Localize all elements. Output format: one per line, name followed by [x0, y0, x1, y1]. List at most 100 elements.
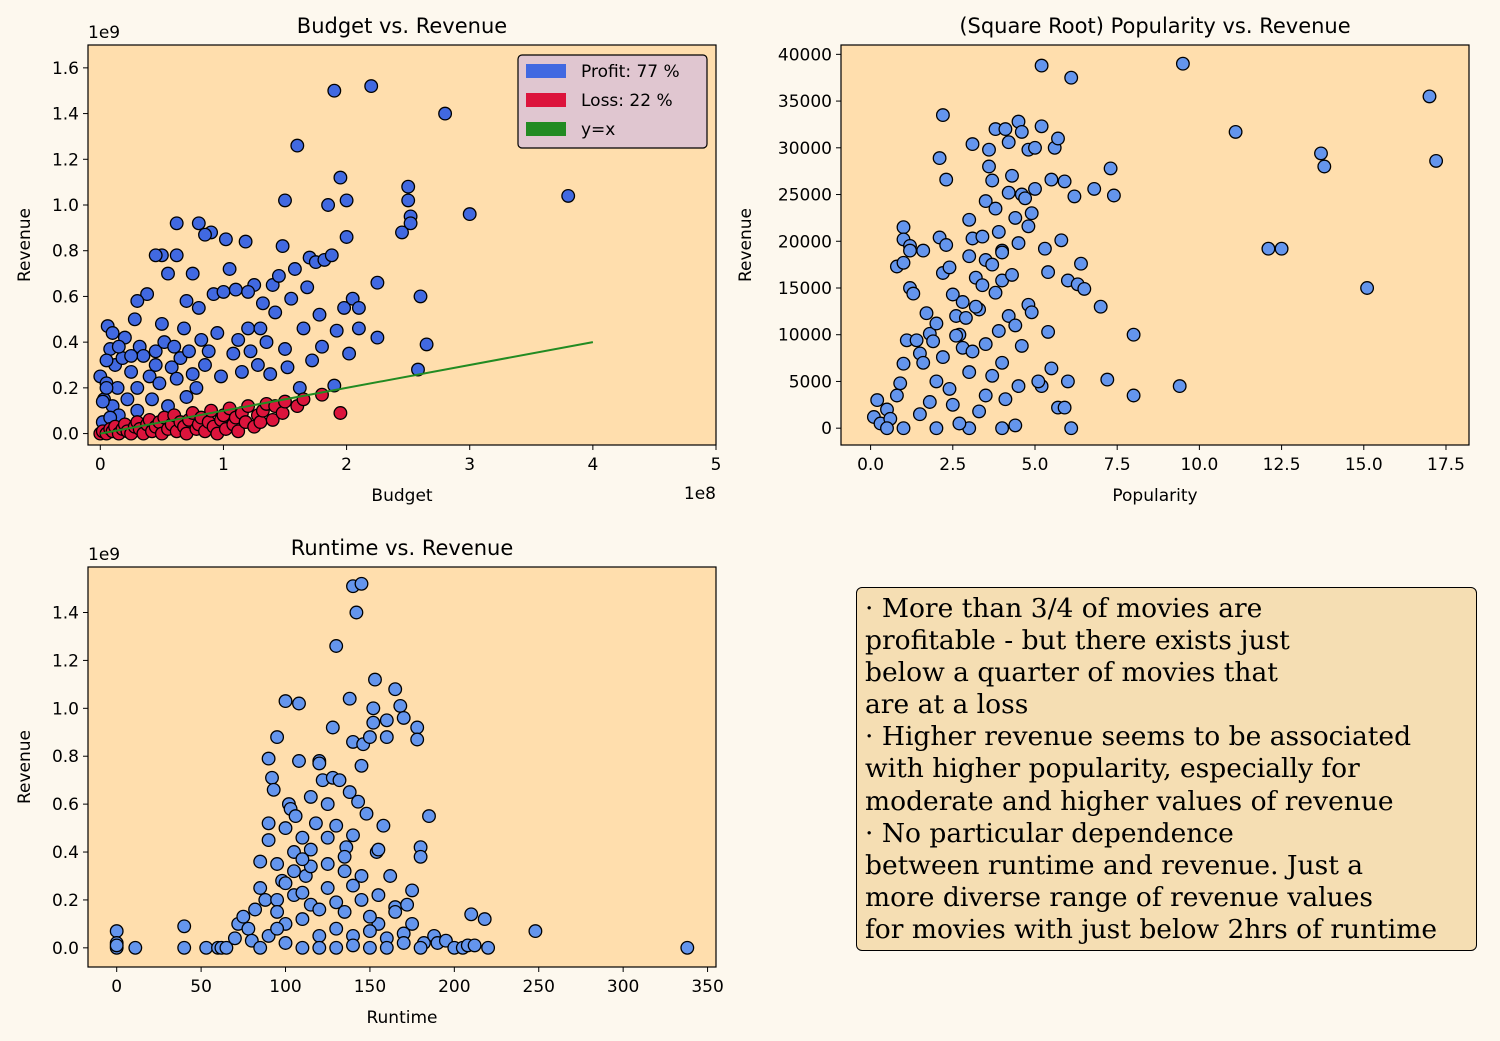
data-point	[364, 79, 379, 94]
data-point	[261, 816, 276, 831]
y-axis-label: Revenue	[15, 208, 35, 282]
data-point	[253, 881, 268, 895]
data-point	[1317, 159, 1332, 174]
data-point	[916, 243, 931, 258]
data-point	[231, 424, 246, 439]
data-point	[1021, 219, 1036, 234]
plot-data	[109, 576, 695, 955]
data-point	[287, 864, 301, 879]
data-point	[270, 904, 285, 919]
data-point	[130, 403, 145, 418]
data-point	[177, 321, 191, 336]
data-point	[329, 639, 344, 653]
data-point	[270, 921, 285, 936]
data-point	[99, 380, 114, 395]
data-point	[234, 364, 249, 379]
data-point	[1005, 168, 1019, 183]
note-line: · More than 3/4 of movies are	[865, 593, 1263, 624]
y-tick-label: 1.2	[52, 150, 79, 170]
data-point	[413, 289, 428, 304]
data-point	[561, 188, 576, 203]
y-tick-label: 0.6	[52, 287, 79, 307]
data-point	[320, 881, 335, 895]
data-point	[912, 407, 927, 422]
data-point	[268, 305, 283, 320]
y-tick-label: 1.4	[52, 105, 79, 125]
data-point	[880, 421, 894, 436]
x-tick-label: 200	[438, 977, 470, 997]
data-point	[148, 358, 163, 372]
data-point	[916, 355, 931, 370]
x-axis-label: Budget	[371, 486, 432, 506]
data-point	[1005, 267, 1019, 282]
y-tick-label: 0.6	[52, 795, 79, 815]
data-point	[903, 243, 917, 258]
data-point	[145, 392, 159, 407]
data-point	[906, 286, 921, 301]
x-tick-label: 2	[341, 455, 352, 475]
y-tick-label: 0	[821, 419, 832, 439]
data-point	[1060, 374, 1075, 389]
data-point	[305, 353, 320, 368]
data-point	[354, 892, 369, 907]
data-point	[995, 245, 1010, 260]
data-point	[1008, 210, 1023, 225]
legend-swatch	[526, 122, 566, 136]
data-point	[1031, 374, 1046, 389]
data-point	[258, 892, 273, 907]
data-point	[351, 794, 366, 809]
data-point	[1011, 379, 1026, 394]
data-point	[127, 312, 142, 327]
data-point	[333, 406, 348, 420]
x-axis-label: Popularity	[1112, 486, 1197, 506]
data-point	[278, 936, 293, 950]
data-point	[405, 916, 420, 931]
legend-label: y=x	[581, 120, 615, 140]
data-point	[321, 198, 336, 212]
data-point	[975, 278, 990, 293]
legend-swatch	[526, 93, 566, 107]
data-point	[266, 782, 281, 797]
data-point	[1001, 309, 1016, 323]
data-point	[1172, 379, 1187, 394]
x-tick-label: 0.0	[857, 455, 884, 475]
x-tick-label: 5.0	[1021, 455, 1048, 475]
data-point	[270, 730, 285, 745]
data-point	[325, 720, 340, 735]
data-point	[370, 275, 385, 290]
data-point	[99, 353, 114, 368]
data-point	[1001, 135, 1016, 150]
data-point	[1044, 361, 1059, 376]
data-point	[978, 337, 993, 352]
data-point	[354, 869, 369, 883]
data-point	[199, 940, 214, 955]
data-point	[169, 371, 184, 386]
data-point	[185, 367, 200, 382]
y-tick-label: 5000	[789, 372, 832, 392]
data-point	[371, 842, 386, 857]
data-point	[259, 335, 274, 350]
x-tick-label: 250	[523, 977, 555, 997]
data-point	[401, 179, 416, 194]
x-axis-label: Runtime	[366, 1008, 437, 1028]
data-point	[870, 393, 885, 408]
y-tick-label: 1.2	[52, 651, 79, 671]
data-point	[985, 173, 1000, 188]
x-tick-label: 0	[111, 977, 122, 997]
data-point	[988, 201, 1003, 216]
y-tick-label: 1.0	[52, 699, 79, 719]
data-point	[932, 151, 947, 166]
data-point	[438, 106, 453, 121]
data-point	[1064, 70, 1079, 85]
data-point	[287, 262, 302, 276]
data-point	[337, 849, 352, 864]
data-point	[889, 388, 904, 403]
data-point	[228, 282, 243, 297]
data-point	[403, 216, 418, 231]
data-point	[288, 809, 303, 824]
data-point	[329, 895, 344, 910]
data-point	[422, 809, 436, 824]
note-line: between runtime and revenue. Just a	[865, 849, 1364, 881]
y-tick-label: 1.6	[52, 59, 79, 79]
x-tick-label: 17.5	[1427, 455, 1465, 475]
